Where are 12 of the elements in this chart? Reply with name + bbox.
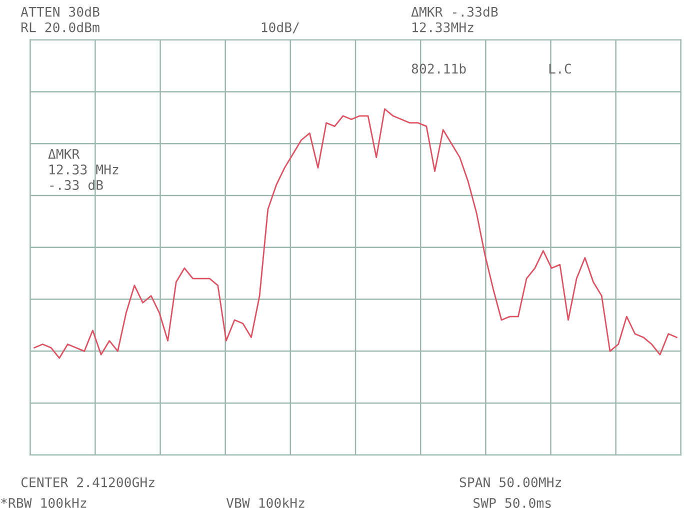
- text: CENTER 2.41200GHz: [21, 477, 154, 488]
- text: 10dB/: [262, 22, 300, 34]
- text: *RBW 100kHz: [1, 498, 86, 508]
- annotation: ΔMKR: [48, 149, 80, 159]
- text: ΔMKR -.33dB: [411, 6, 498, 17]
- text: 12.33MHz: [412, 22, 474, 32]
- text: SWP 50.0ms: [474, 498, 551, 508]
- text: ATTEN 30dB: [20, 6, 100, 17]
- annotation: 12.33 MHz: [50, 164, 118, 174]
- text: SPAN 50.00MHz: [460, 477, 561, 488]
- text: RL 20.0dBm: [21, 22, 100, 32]
- text: VBW 100kHz: [226, 498, 304, 508]
